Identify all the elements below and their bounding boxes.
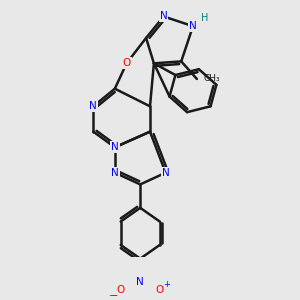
Text: −: − [109,291,119,300]
Text: N: N [111,168,119,178]
Text: N: N [111,142,119,152]
Text: O: O [156,285,164,295]
Text: N: N [160,11,167,21]
Text: N: N [89,101,97,111]
Text: N: N [189,21,197,31]
Text: O: O [117,285,125,295]
Text: CH₃: CH₃ [204,74,220,83]
Text: O: O [122,58,131,68]
Text: N: N [162,168,170,178]
Text: H: H [201,14,208,23]
Text: N: N [136,277,144,287]
Text: +: + [163,280,170,289]
